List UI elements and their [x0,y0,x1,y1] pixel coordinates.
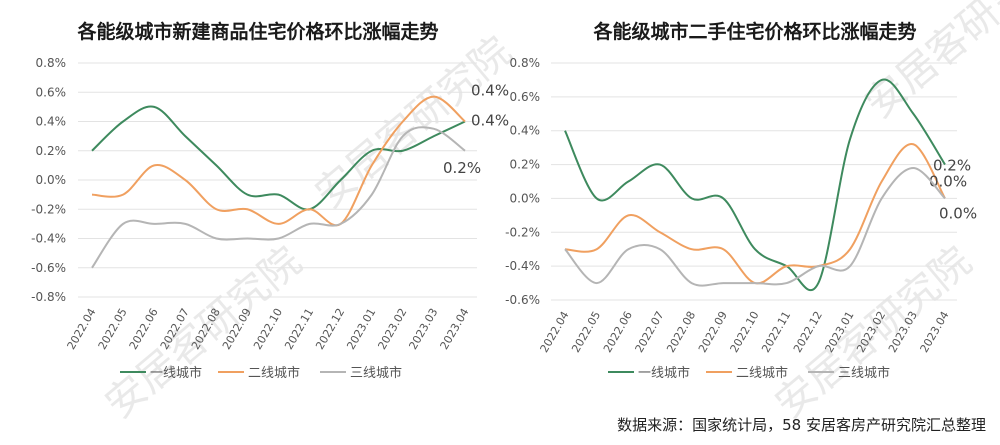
source-note: 数据来源：国家统计局，58 安居客房产研究院汇总整理 [617,416,986,434]
y-tick-label: -0.2% [31,202,66,216]
data-label-end: 0.0% [939,204,977,222]
y-tick-label: 0.8% [36,56,67,70]
y-tick-label: 0.4% [36,115,67,129]
y-tick-label: -0.4% [505,259,540,273]
y-tick-label: 0.8% [510,56,541,70]
x-tick-label: 2022.07 [633,309,667,355]
x-tick-label: 2022.11 [282,306,316,352]
data-label-end: 0.4% [471,82,509,100]
x-tick-label: 2022.09 [696,309,730,355]
y-tick-label: 0.6% [36,85,67,99]
x-tick-label: 2023.04 [438,306,472,352]
x-tick-label: 2022.05 [96,306,130,352]
x-tick-label: 2023.01 [344,306,378,352]
series-line-3 [564,166,946,287]
x-tick-label: 2022.11 [759,309,793,355]
y-tick-label: 0.0% [36,173,67,187]
y-tick-label: 0.6% [510,90,541,104]
legend-label: 二线城市 [248,365,300,381]
legend-label: 三线城市 [350,365,402,381]
legend-label: 一线城市 [150,365,202,381]
x-tick-label: 2023.02 [375,306,409,352]
chart-title: 各能级城市二手住宅价格环比涨幅走势 [592,20,916,43]
series-line-1 [564,78,946,292]
x-tick-label: 2022.05 [569,309,603,355]
legend-label: 二线城市 [736,365,788,381]
data-label-end: 0.4% [471,112,509,130]
series-line-3 [91,126,466,269]
y-tick-label: 0.0% [510,191,541,205]
y-tick-label: 0.2% [36,144,67,158]
x-tick-label: 2022.10 [728,309,762,355]
y-tick-label: -0.8% [31,290,66,304]
watermark-text: 安居客研究院 [857,0,1000,128]
x-tick-label: 2022.08 [664,309,698,355]
x-tick-label: 2022.04 [538,309,572,355]
y-tick-label: 0.4% [510,124,541,138]
y-tick-label: -0.6% [31,261,66,275]
chart-title: 各能级城市新建商品住宅价格环比涨幅走势 [76,20,438,43]
data-label-end: 0.2% [443,159,481,177]
y-tick-label: 0.2% [510,158,541,172]
x-tick-label: 2023.03 [407,306,441,352]
legend-label: 三线城市 [838,365,890,381]
y-tick-label: -0.2% [505,225,540,239]
x-tick-label: 2022.12 [313,306,347,352]
data-label-end: 0.0% [929,172,967,190]
series-line-2 [91,95,466,227]
x-tick-label: 2022.04 [65,306,99,352]
data-label-end: 0.2% [933,157,971,175]
x-tick-label: 2022.06 [601,309,635,355]
series-line-1 [91,105,466,211]
legend-label: 一线城市 [638,365,690,381]
y-tick-label: -0.4% [31,232,66,246]
y-tick-label: -0.6% [505,293,540,307]
